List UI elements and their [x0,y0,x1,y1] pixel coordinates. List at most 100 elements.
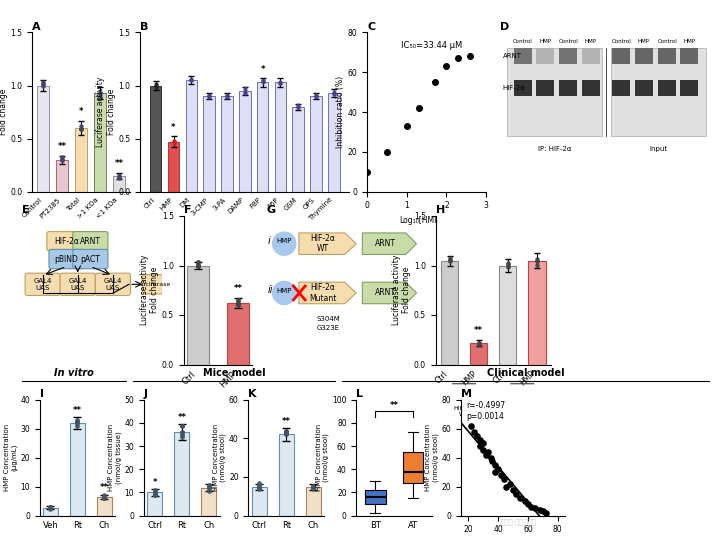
Text: HIF-2α
Mutant: HIF-2α Mutant [310,284,337,302]
Bar [635,80,653,96]
Y-axis label: HMP Concentration
(nmol/g tissue): HMP Concentration (nmol/g tissue) [108,424,122,491]
Point [72,417,84,426]
Bar [186,266,209,364]
Point [37,80,49,89]
Point [203,93,215,102]
Point [45,504,56,513]
Circle shape [273,281,296,305]
Bar [613,48,631,64]
Text: G: G [266,205,276,215]
Y-axis label: Luciferase activity
Fold change: Luciferase activity Fold change [140,255,159,326]
Bar [56,160,68,192]
Point [168,139,179,147]
Text: IP: HIF-2α: IP: HIF-2α [538,145,571,152]
Point [176,421,187,430]
Point [487,456,498,465]
Text: HIF-2α
PT2385 Binding
Site mutant: HIF-2α PT2385 Binding Site mutant [498,406,546,423]
Point [113,173,125,181]
Point [292,103,304,112]
FancyBboxPatch shape [73,249,108,269]
Y-axis label: Luciferase activity
Fold change: Luciferase activity Fold change [0,77,8,147]
Point [500,482,511,491]
Bar [658,80,676,96]
Bar [94,93,106,192]
Point [203,91,215,100]
Bar [113,176,125,192]
Text: M: M [461,389,472,399]
Text: Input: Input [649,145,667,152]
Bar [559,48,577,64]
Text: HMP: HMP [638,38,649,44]
Point [72,417,84,426]
Text: A: A [32,22,41,32]
Point [94,88,106,97]
Point [94,93,106,102]
Point [45,503,56,512]
Point [515,494,526,503]
Bar [513,48,532,64]
Bar [150,85,161,192]
Point [253,483,265,492]
Point [507,485,518,494]
Text: **: ** [114,159,124,168]
Text: i: i [268,235,271,246]
Point [307,483,319,491]
Point [221,93,233,102]
Point [99,491,110,500]
Point [221,92,233,100]
Point [76,122,86,131]
Bar [499,266,516,364]
Point [150,81,161,90]
Text: D: D [500,22,510,32]
Point [221,93,233,102]
Text: ARNT: ARNT [374,288,395,298]
Point [504,480,516,488]
Point [203,482,215,491]
Y-axis label: Inhibition ratio (%): Inhibition ratio (%) [336,76,345,148]
Point [253,483,265,492]
Point [531,257,543,266]
Point [203,481,215,490]
Point [149,490,161,499]
Point [232,299,243,307]
Point [99,494,110,502]
Bar [441,260,459,364]
Point [292,101,304,110]
Point [232,296,243,305]
Point [413,104,425,112]
Point [203,482,215,490]
Point [149,488,161,497]
Point [168,137,179,146]
Point [307,483,319,491]
Point [307,482,319,490]
Point [534,505,546,514]
Point [480,450,492,459]
Point [361,167,373,176]
Point [540,509,552,517]
Point [45,503,56,511]
Point [310,91,322,99]
Point [502,262,513,271]
Point [168,137,179,146]
Text: ARNT: ARNT [503,53,521,59]
Point [192,262,204,271]
Point [280,428,292,436]
Text: E: E [22,205,30,215]
Text: IC₅₀=33.44 μM: IC₅₀=33.44 μM [401,42,462,50]
Point [444,256,455,265]
Text: GAL4
UAS: GAL4 UAS [104,278,122,291]
Point [203,483,215,491]
Bar [97,497,112,516]
Text: **: ** [282,417,291,426]
Point [477,439,489,448]
Bar [186,80,197,192]
Point [310,91,322,100]
Bar [252,487,266,516]
Text: F: F [184,205,191,215]
Point [275,78,287,87]
Point [441,62,452,71]
Polygon shape [299,233,356,254]
Point [45,504,56,512]
Point [253,479,265,488]
Text: S304M: S304M [317,316,340,322]
